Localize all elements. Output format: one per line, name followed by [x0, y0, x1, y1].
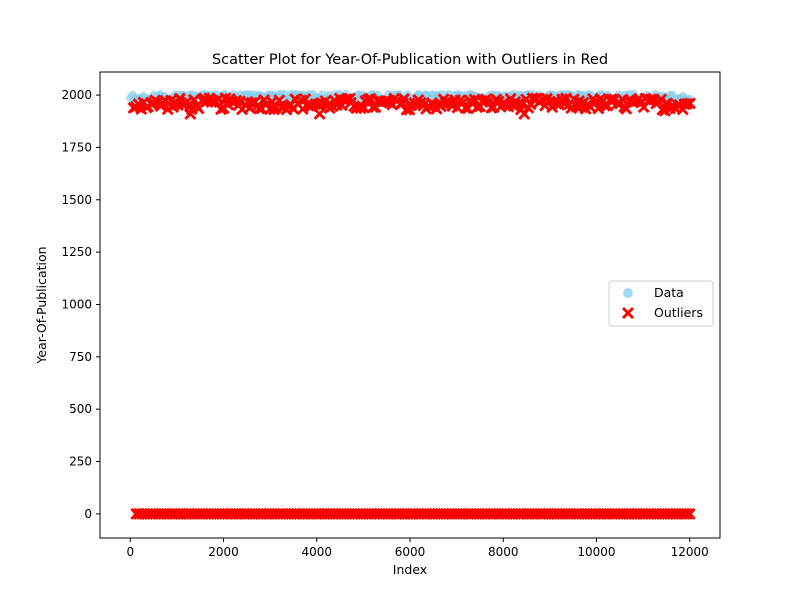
outlier-point: [684, 97, 696, 110]
y-tick-label: 250: [69, 455, 92, 469]
outlier-point: [313, 107, 326, 120]
y-tick-label: 0: [84, 507, 92, 521]
outlier-point: [659, 104, 671, 117]
x-tick-label: 2000: [208, 545, 239, 559]
x-tick-label: 0: [126, 545, 134, 559]
outlier-point: [592, 102, 605, 115]
y-tick-label: 1250: [61, 245, 92, 259]
x-tick-label: 4000: [301, 545, 332, 559]
outlier-point: [403, 103, 416, 116]
y-tick-label: 750: [69, 350, 92, 364]
x-tick-label: 8000: [488, 545, 519, 559]
x-tick-label: 6000: [395, 545, 426, 559]
y-tick-label: 2000: [61, 88, 92, 102]
outlier-point: [296, 103, 309, 115]
x-axis: 0 2000 4000 6000 8000 10000 12000: [126, 538, 709, 559]
legend-box: [608, 280, 714, 327]
points-layer: [126, 90, 696, 520]
y-tick-label: 500: [69, 402, 92, 416]
outlier-point: [680, 507, 693, 520]
x-tick-label: 12000: [671, 545, 709, 559]
legend-marker-data: [623, 288, 633, 298]
chart-title: Scatter Plot for Year-Of-Publication wit…: [212, 52, 608, 68]
x-axis-label: Index: [393, 562, 427, 577]
x-tick-label: 10000: [577, 545, 615, 559]
y-tick-label: 1000: [61, 297, 92, 311]
outlier-point: [354, 102, 367, 115]
y-tick-label: 1750: [61, 140, 92, 154]
y-tick-label: 1500: [61, 193, 92, 207]
y-axis: 0 250 500 750 1000 1250 1500 1750 2000: [61, 88, 100, 521]
outlier-point: [253, 102, 266, 115]
outlier-point: [683, 507, 696, 520]
legend: Data Outliers: [608, 280, 714, 327]
y-axis-label: Year-Of-Publication: [34, 246, 49, 364]
legend-marker-outliers: [622, 307, 634, 319]
legend-label-outliers: Outliers: [654, 305, 703, 320]
outlier-point: [184, 107, 197, 120]
outlier-point: [364, 92, 377, 105]
outlier-point: [518, 107, 531, 120]
legend-label-data: Data: [654, 285, 684, 300]
outlier-point: [680, 97, 693, 110]
